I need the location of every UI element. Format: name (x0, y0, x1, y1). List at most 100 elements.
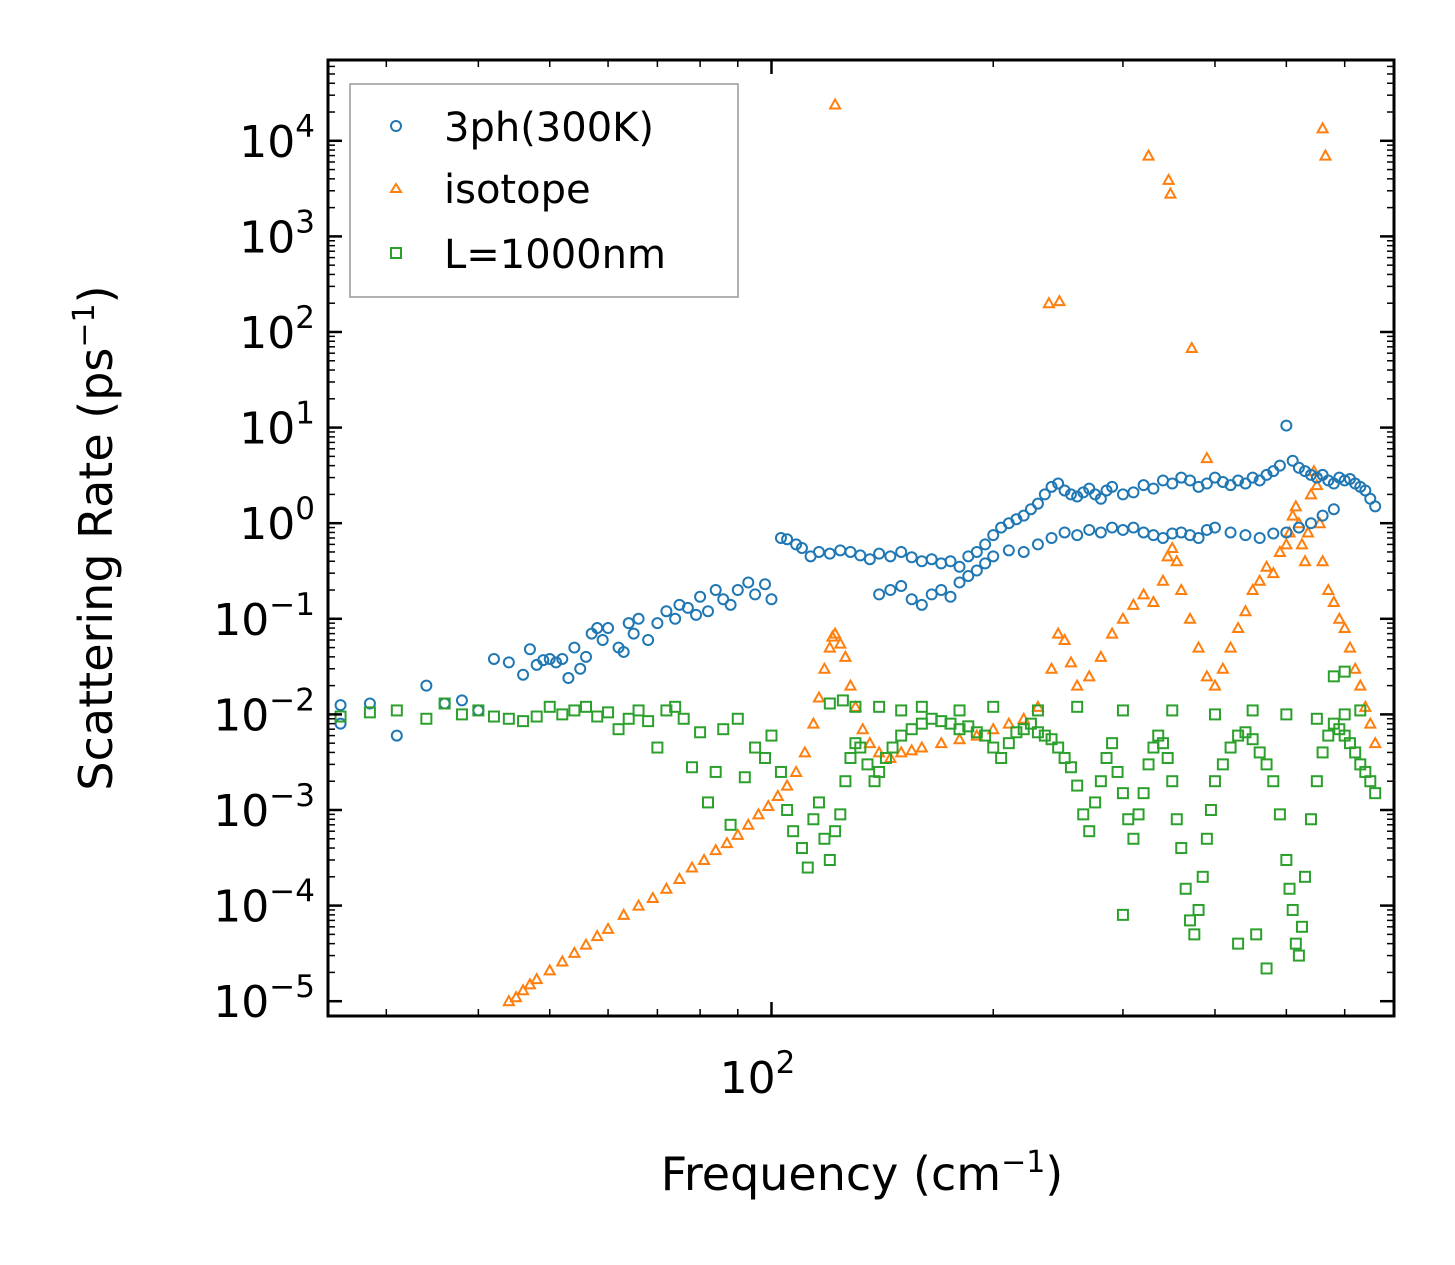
point-isotope (904, 743, 919, 756)
point-boundary (807, 813, 820, 826)
point-3ph (1156, 532, 1169, 544)
point-boundary (1232, 937, 1245, 950)
point-isotope (685, 860, 699, 873)
point-isotope (646, 890, 660, 904)
point-boundary (1364, 775, 1377, 788)
point-boundary (1045, 733, 1058, 746)
point-isotope (828, 97, 842, 110)
x-axis-title: Frequency (cm−1) (661, 1145, 1064, 1201)
point-boundary (530, 710, 543, 723)
point-boundary (1137, 787, 1150, 800)
point-3ph (1232, 474, 1245, 487)
point-boundary (886, 741, 899, 754)
point-isotope (1051, 626, 1065, 639)
point-boundary (731, 712, 744, 725)
point-boundary (390, 704, 403, 717)
point-boundary (915, 700, 928, 713)
point-boundary (995, 751, 1008, 764)
point-boundary (1208, 708, 1221, 721)
point-boundary (1077, 808, 1090, 821)
point-isotope (1310, 478, 1324, 491)
y-tick-label-5: 100 (239, 491, 315, 550)
point-isotope (1343, 640, 1357, 653)
point-3ph (1292, 461, 1305, 474)
point-3ph (651, 617, 664, 630)
point-3ph (1127, 521, 1140, 534)
point-isotope (780, 778, 794, 791)
point-isotope (1301, 525, 1315, 538)
point-isotope (1337, 620, 1352, 634)
point-3ph (1127, 486, 1140, 499)
point-isotope (1146, 594, 1161, 607)
point-boundary (568, 704, 581, 717)
point-3ph (905, 551, 918, 564)
point-3ph (1094, 492, 1107, 505)
point-3ph (895, 580, 908, 593)
point-3ph (884, 550, 897, 563)
point-3ph (487, 652, 500, 665)
series-square (334, 665, 1382, 975)
point-boundary (1116, 704, 1129, 717)
point-boundary (487, 710, 500, 723)
point-3ph (579, 650, 592, 663)
point-3ph (884, 584, 897, 597)
point-3ph (1267, 527, 1280, 540)
point-boundary (1100, 751, 1113, 764)
series-circle (334, 419, 1382, 742)
point-isotope (1082, 669, 1096, 682)
point-3ph (987, 550, 1000, 563)
point-3ph (742, 576, 755, 589)
point-3ph (1077, 486, 1090, 499)
point-boundary (1127, 832, 1140, 845)
point-isotope (806, 716, 821, 729)
point-isotope (872, 745, 886, 758)
point-3ph (1192, 532, 1205, 544)
point-boundary (1232, 729, 1245, 742)
axis-tick-labels: 10−5 10−4 10−3 10−2 10−1 100 101 102 103 104 102 (213, 109, 795, 1104)
y-tick-label-1: 10−4 (213, 874, 315, 933)
point-isotope (1191, 640, 1206, 653)
point-3ph (334, 717, 347, 730)
point-3ph (1304, 517, 1317, 530)
legend-marker-3ph (390, 120, 402, 132)
point-3ph (502, 656, 515, 669)
point-boundary (823, 853, 836, 866)
point-isotope (1002, 716, 1016, 729)
point-3ph (390, 729, 403, 742)
point-3ph (724, 598, 737, 611)
point-3ph (523, 643, 536, 656)
point-boundary (612, 723, 625, 736)
point-boundary (1179, 882, 1192, 895)
point-boundary (334, 710, 347, 723)
point-boundary (1196, 870, 1209, 883)
point-isotope (817, 661, 832, 674)
point-boundary (1216, 758, 1229, 771)
point-boundary (694, 726, 707, 739)
point-isotope (616, 907, 631, 920)
point-3ph (823, 547, 836, 560)
point-isotope (1200, 669, 1214, 682)
point-boundary (1058, 751, 1071, 764)
point-isotope (697, 852, 711, 865)
point-3ph (915, 598, 928, 611)
point-3ph (1224, 526, 1237, 539)
point-3ph (550, 656, 563, 669)
point-3ph (987, 529, 1000, 542)
point-isotope (631, 898, 646, 911)
point-boundary (1089, 796, 1102, 809)
point-3ph (962, 570, 975, 583)
point-boundary (834, 808, 847, 821)
y-tick-label-0: 10−5 (213, 969, 315, 1028)
point-isotope (659, 881, 674, 894)
point-boundary (1338, 665, 1351, 678)
point-boundary (1260, 962, 1273, 975)
point-3ph (1253, 532, 1266, 544)
point-3ph (953, 560, 966, 573)
point-isotope (915, 740, 929, 753)
point-boundary (556, 708, 569, 721)
point-isotope (812, 690, 826, 703)
legend-label-boundary: L=1000nm (444, 232, 666, 278)
point-boundary (1010, 726, 1023, 739)
point-boundary (724, 818, 737, 831)
point-isotope (823, 640, 837, 653)
